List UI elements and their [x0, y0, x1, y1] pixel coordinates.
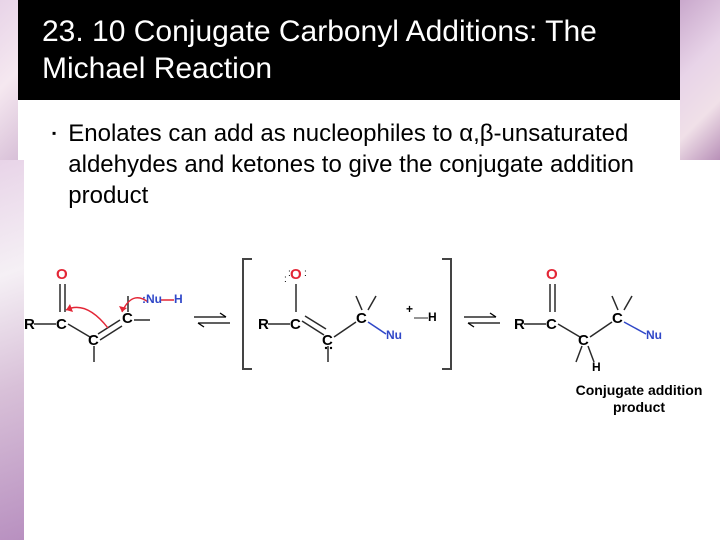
bracket-left [242, 258, 252, 370]
eq1-svg [192, 310, 232, 330]
equilibrium-arrow-1 [192, 310, 232, 335]
reaction-diagram: O R C C C :Nu H [24, 252, 708, 392]
bg-flower-left [0, 0, 18, 160]
mol2-C3: C [356, 310, 367, 327]
mol1-C3: C [122, 310, 133, 327]
equilibrium-arrow-2 [462, 310, 502, 335]
svg-text::: : [304, 268, 307, 279]
mol2-plus: + [406, 302, 413, 316]
molecule-product: O R C C C H Nu [514, 262, 694, 372]
mol2-bonds: : : : [258, 262, 438, 372]
mol1-H: H [174, 292, 183, 306]
mol2-H: H [428, 310, 437, 324]
bullet-item: ▪ Enolates can add as nucleophiles to α,… [44, 118, 696, 212]
molecule-intermediate: : : : O R C C C Nu + H [258, 262, 438, 372]
mol2-O: O [290, 266, 302, 283]
eq2-svg [462, 310, 502, 330]
molecule-reactant: O R C C C :Nu H [24, 262, 184, 372]
mol3-C1: C [546, 316, 557, 333]
product-caption: Conjugate addition product [564, 382, 714, 416]
mol1-bonds [24, 262, 184, 372]
page-title: 23. 10 Conjugate Carbonyl Additions: The… [42, 13, 656, 88]
mol3-C2: C [578, 332, 589, 349]
mol2-C1: C [290, 316, 301, 333]
mol2-Nu: Nu [386, 328, 402, 342]
mol1-C2: C [88, 332, 99, 349]
mol3-bonds [514, 262, 694, 372]
mol1-R: R [24, 316, 35, 333]
mol3-O: O [546, 266, 558, 283]
mol1-O: O [56, 266, 68, 283]
svg-text::: : [284, 274, 287, 285]
content-area: ▪ Enolates can add as nucleophiles to α,… [44, 118, 696, 212]
mol3-C3: C [612, 310, 623, 327]
bracket-right [442, 258, 452, 370]
mol1-C1: C [56, 316, 67, 333]
mol1-Nu: :Nu [142, 292, 162, 306]
mol3-Nu: Nu [646, 328, 662, 342]
title-bar: 23. 10 Conjugate Carbonyl Additions: The… [18, 0, 680, 100]
mol3-H: H [592, 360, 601, 374]
bullet-text: Enolates can add as nucleophiles to α,β-… [68, 118, 696, 212]
mol3-R: R [514, 316, 525, 333]
bg-flower-bottom-left [0, 160, 24, 540]
mol2-R: R [258, 316, 269, 333]
bullet-marker: ▪ [52, 126, 56, 212]
mol2-C2: C [322, 332, 333, 349]
